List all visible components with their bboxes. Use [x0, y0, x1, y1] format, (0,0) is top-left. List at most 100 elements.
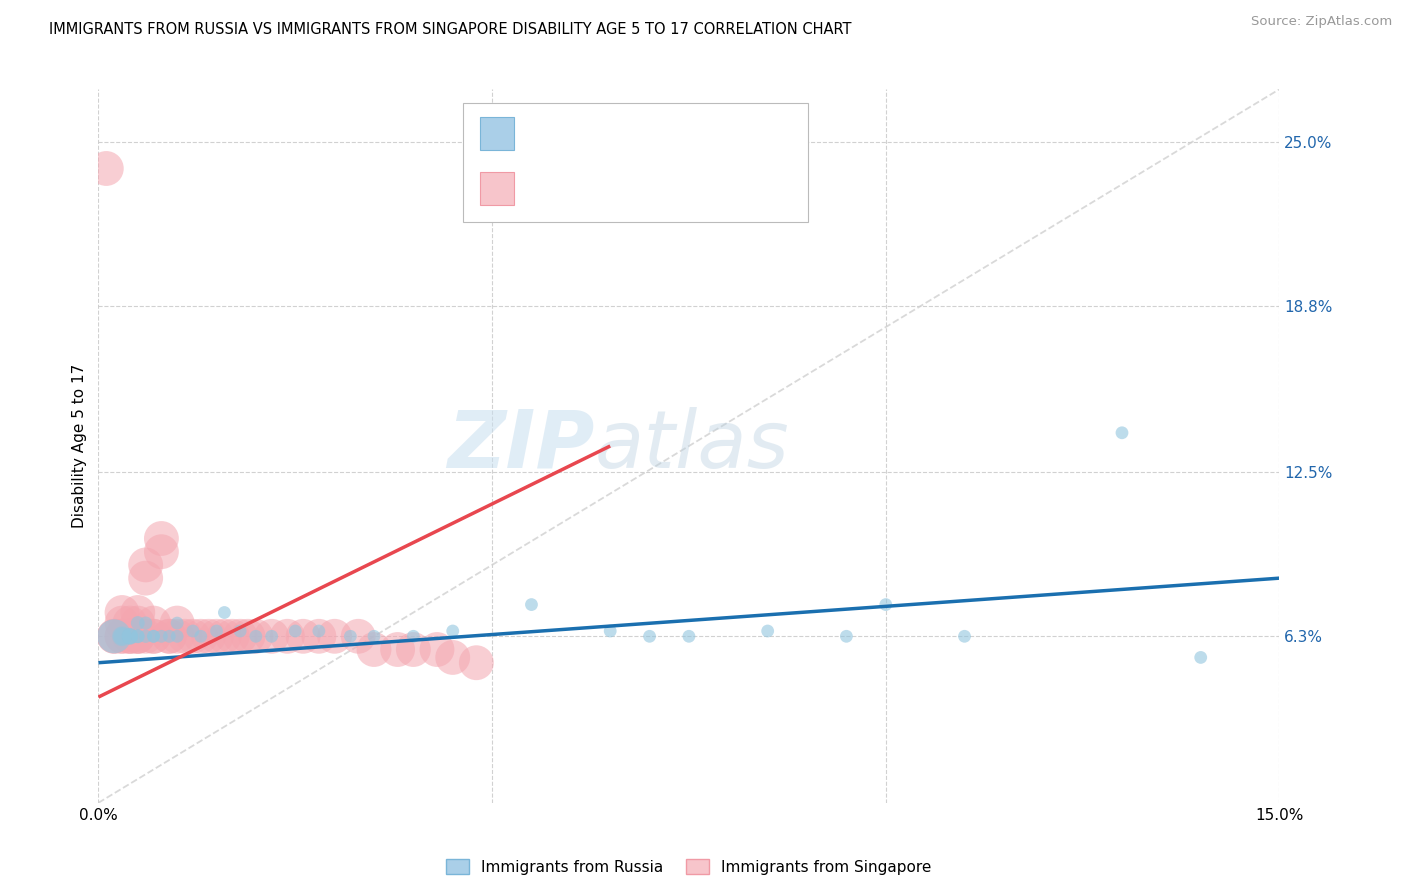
Point [339, 629, 361, 643]
Point [1111, 425, 1133, 440]
Point [135, 571, 157, 585]
Point [103, 629, 125, 643]
Point [127, 629, 149, 643]
Point [118, 629, 141, 643]
Point [276, 629, 298, 643]
Point [205, 629, 228, 643]
Point [127, 629, 149, 643]
Point [953, 629, 976, 643]
Point [157, 629, 180, 643]
Point [127, 616, 149, 631]
Point [96, 161, 118, 176]
Point [402, 642, 425, 657]
Point [181, 624, 204, 638]
Point [118, 629, 141, 643]
Point [118, 629, 141, 643]
Point [174, 629, 197, 643]
Point [118, 629, 141, 643]
Point [135, 629, 157, 643]
Point [135, 616, 157, 631]
Point [402, 629, 425, 643]
Point [127, 629, 149, 643]
Point [441, 650, 464, 665]
Point [292, 629, 315, 643]
Point [111, 629, 134, 643]
Text: R =: R = [524, 126, 557, 141]
Point [205, 624, 228, 638]
Point [166, 616, 188, 631]
Text: IMMIGRANTS FROM RUSSIA VS IMMIGRANTS FROM SINGAPORE DISABILITY AGE 5 TO 17 CORRE: IMMIGRANTS FROM RUSSIA VS IMMIGRANTS FRO… [49, 22, 852, 37]
Point [260, 629, 283, 643]
Point [260, 629, 283, 643]
Point [441, 624, 464, 638]
Point [221, 629, 243, 643]
Point [835, 629, 858, 643]
Point [103, 629, 125, 643]
Point [111, 616, 134, 631]
Point [190, 629, 212, 643]
Text: 0.277: 0.277 [564, 126, 612, 141]
Point [347, 629, 370, 643]
Point [284, 624, 307, 638]
Point [363, 642, 385, 657]
Point [229, 629, 252, 643]
Point [465, 656, 488, 670]
Point [142, 629, 165, 643]
Point [599, 624, 621, 638]
Point [127, 616, 149, 631]
Point [135, 629, 157, 643]
Point [150, 629, 173, 643]
Point [135, 558, 157, 572]
Legend: Immigrants from Russia, Immigrants from Singapore: Immigrants from Russia, Immigrants from … [440, 853, 938, 880]
Text: 0.312: 0.312 [564, 181, 612, 196]
Point [197, 629, 219, 643]
Point [214, 606, 236, 620]
Point [166, 629, 188, 643]
Text: R =: R = [524, 181, 557, 196]
Text: ZIP: ZIP [447, 407, 595, 485]
Point [127, 629, 149, 643]
Text: 50: 50 [669, 181, 690, 196]
Point [678, 629, 700, 643]
Point [181, 629, 204, 643]
Point [638, 629, 661, 643]
Point [142, 629, 165, 643]
Point [127, 606, 149, 620]
Point [127, 629, 149, 643]
Text: N =: N = [623, 126, 666, 141]
Point [236, 629, 259, 643]
Point [166, 616, 188, 631]
Point [875, 598, 897, 612]
Point [308, 629, 330, 643]
Point [111, 629, 134, 643]
Point [214, 629, 236, 643]
Point [756, 624, 779, 638]
Point [190, 629, 212, 643]
Point [118, 629, 141, 643]
Point [323, 629, 346, 643]
Point [111, 606, 134, 620]
Point [111, 629, 134, 643]
Point [118, 616, 141, 631]
Point [142, 629, 165, 643]
Point [142, 629, 165, 643]
Point [1189, 650, 1212, 665]
Point [245, 629, 267, 643]
Point [245, 629, 267, 643]
Point [157, 629, 180, 643]
Point [142, 616, 165, 631]
Point [150, 532, 173, 546]
Point [111, 629, 134, 643]
Point [103, 629, 125, 643]
Point [157, 629, 180, 643]
Point [426, 642, 449, 657]
Text: atlas: atlas [595, 407, 789, 485]
Point [229, 624, 252, 638]
Y-axis label: Disability Age 5 to 17: Disability Age 5 to 17 [72, 364, 87, 528]
Point [520, 598, 543, 612]
Text: N =: N = [623, 181, 666, 196]
Point [387, 642, 409, 657]
Point [118, 629, 141, 643]
Text: 33: 33 [669, 126, 690, 141]
Point [150, 545, 173, 559]
